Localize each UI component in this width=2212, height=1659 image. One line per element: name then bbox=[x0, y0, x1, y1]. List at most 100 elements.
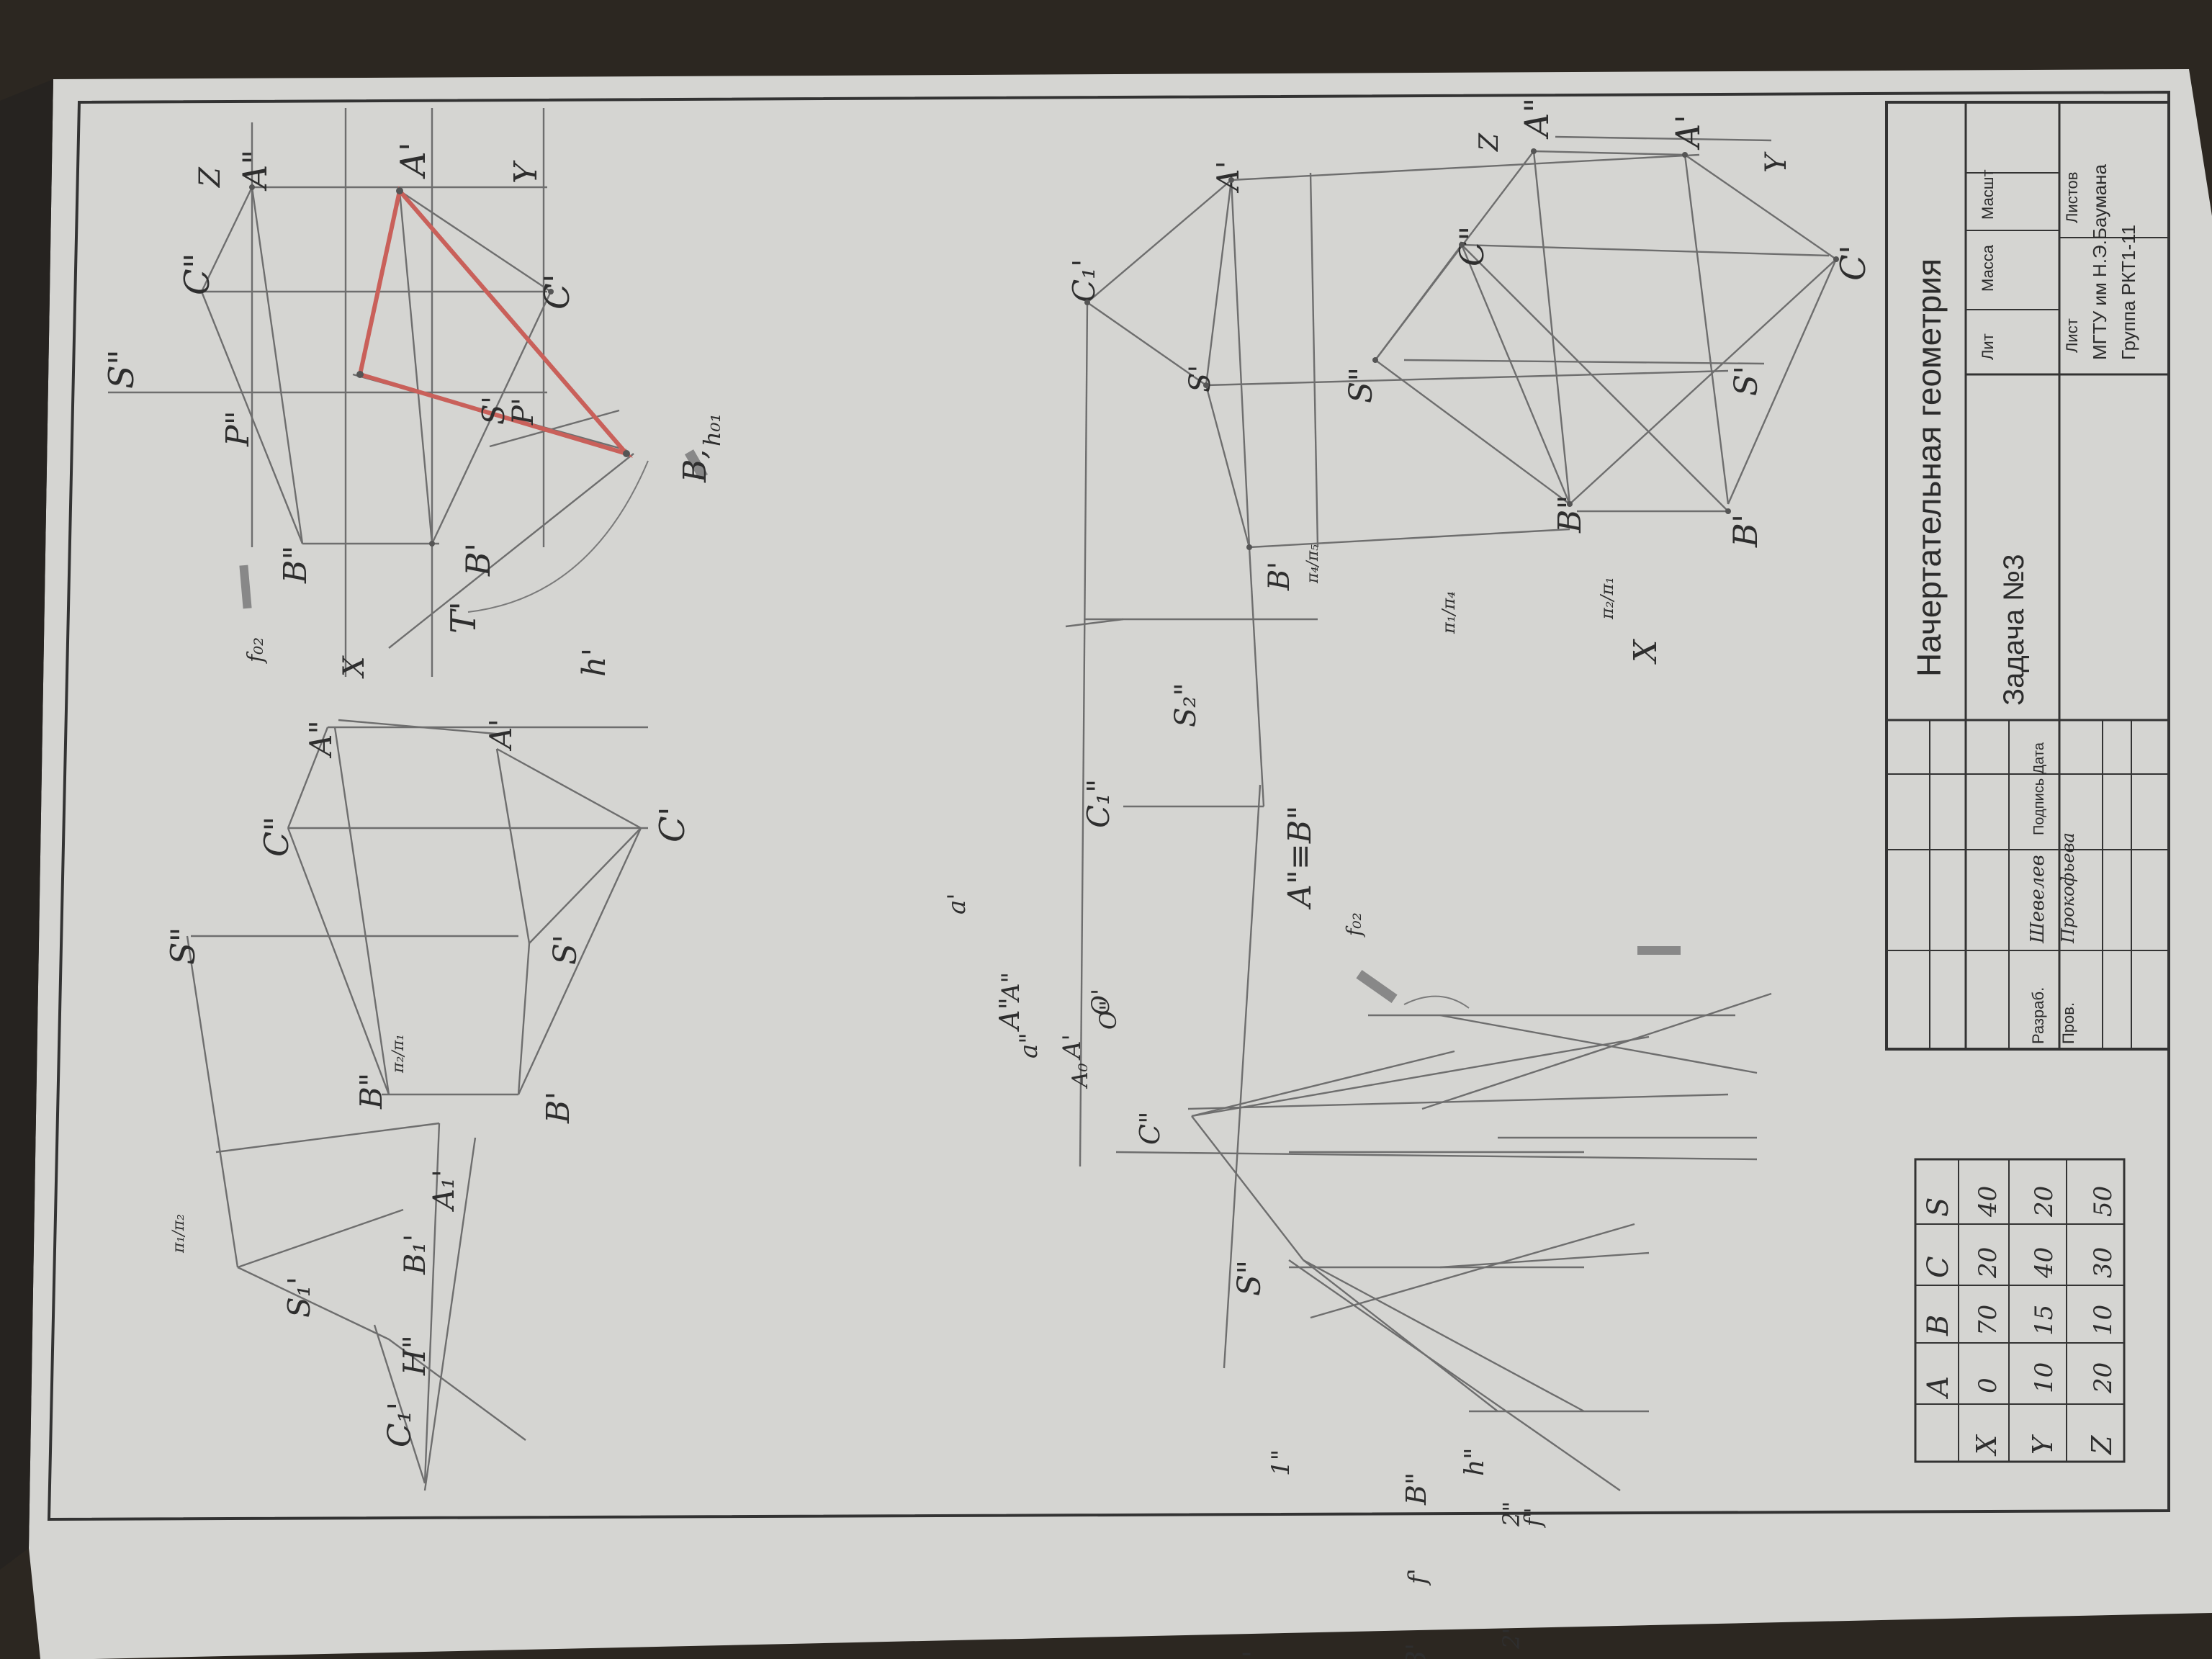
paper-shade bbox=[0, 79, 53, 1570]
label-Z-br: Z bbox=[1475, 132, 1504, 152]
cell-ZB: 10 bbox=[2089, 1305, 2118, 1336]
label-A-pp-br: A" bbox=[1517, 98, 1556, 140]
label-B-p-mid: B' bbox=[540, 1092, 577, 1124]
label-Z-top: Z bbox=[194, 166, 227, 189]
label-f-p: f' bbox=[1403, 1568, 1432, 1586]
label-a-pp: a" bbox=[1015, 1033, 1043, 1058]
label-C-p-mid: C' bbox=[652, 806, 693, 842]
label-T-p: T' bbox=[444, 601, 484, 634]
label-B1-p: B₁' bbox=[399, 1234, 432, 1275]
cell-ZC: 30 bbox=[2089, 1247, 2118, 1278]
label-one-pp: 1" bbox=[1267, 1449, 1295, 1476]
name-developer: Шевелев bbox=[2027, 855, 2049, 944]
cell-ZA: 20 bbox=[2089, 1362, 2118, 1394]
label-H-pp: H" bbox=[397, 1335, 432, 1376]
label-S-p-top: S' bbox=[476, 396, 511, 425]
label-S1-p: S₁' bbox=[282, 1277, 317, 1318]
label-S-pp-bl: S" bbox=[1231, 1260, 1268, 1296]
row-label-Y: Y bbox=[2027, 1434, 2059, 1455]
label-A1-p: A₁' bbox=[428, 1169, 461, 1213]
label-S-p-bl: S' bbox=[1238, 1650, 1271, 1659]
header-massa: Масса bbox=[1979, 244, 1997, 292]
row-label-Z: Z bbox=[2086, 1435, 2118, 1455]
label-S1-p-r4: S' bbox=[1184, 365, 1217, 392]
role-developer: Разраб. bbox=[2029, 987, 2047, 1044]
label-A1-bl: A" bbox=[997, 972, 1025, 1003]
label-AeqB: A"≡B" bbox=[1282, 806, 1318, 910]
label-C-pp-mid: C" bbox=[257, 817, 296, 857]
point-dots bbox=[249, 148, 1839, 550]
label-f02-br: f₀₂ bbox=[1342, 912, 1366, 938]
point-labels: S" C" A" Z P" B" A' Y C' S' P' B' T' h' … bbox=[102, 98, 1874, 1659]
label-A-p-mid: A' bbox=[483, 719, 518, 752]
cell-YB: 15 bbox=[2030, 1305, 2059, 1336]
marker-f03 bbox=[1637, 946, 1681, 955]
header-list: Лист bbox=[2063, 318, 2081, 353]
label-C1-pp: C₁" bbox=[1081, 779, 1116, 828]
label-A-p-r4: A' bbox=[1210, 161, 1246, 194]
row-label-X: X bbox=[1971, 1434, 2002, 1457]
signature-header: Подпись Дата bbox=[2031, 742, 2047, 835]
rotation-arc bbox=[467, 460, 649, 613]
header-lit: Лит bbox=[1979, 333, 1997, 360]
label-P-p-top: P' bbox=[507, 397, 540, 426]
label-B-pp-br: B" bbox=[1552, 495, 1588, 534]
label-S-pp-top: S" bbox=[102, 349, 142, 389]
label-f02-top: f₀₂ bbox=[243, 637, 269, 664]
label-S-pp-br: S" bbox=[1343, 367, 1380, 403]
label-C-pp-br: C" bbox=[1452, 226, 1491, 266]
header-listov: Листов bbox=[2063, 172, 2081, 223]
label-A-p-top: A' bbox=[393, 142, 433, 179]
col-header-B: B bbox=[1922, 1315, 1955, 1336]
label-P-pp-top: P" bbox=[220, 410, 256, 447]
label-A-pp-mid: A" bbox=[303, 720, 338, 759]
task-title: Задача №3 bbox=[1998, 554, 2030, 706]
label-A-o: A₀ bbox=[1068, 1063, 1093, 1089]
title-block: Начертательная геометрия Задача №3 Лит М… bbox=[1885, 101, 2170, 1051]
cell-YA: 10 bbox=[2030, 1362, 2059, 1393]
subject-title: Начертательная геометрия bbox=[1910, 258, 1948, 677]
label-pi21-br: π₂/π₁ bbox=[1597, 577, 1617, 620]
label-B-p-top: B' bbox=[459, 543, 498, 577]
label-C-pp-top: C" bbox=[177, 253, 217, 295]
cell-ZS: 50 bbox=[2089, 1186, 2118, 1217]
label-a-p: a' bbox=[943, 893, 971, 914]
cell-YC: 40 bbox=[2030, 1247, 2059, 1279]
label-A-p-bl: A' bbox=[1058, 1034, 1087, 1061]
cell-XA: 0 bbox=[1974, 1377, 2002, 1393]
label-pi45: π₄/π₅ bbox=[1304, 544, 1322, 584]
label-A-pp-top: A" bbox=[235, 150, 274, 192]
label-B1-p-r4: B' bbox=[1263, 562, 1296, 591]
label-X-top: X bbox=[338, 655, 371, 679]
label-A-p-br: A' bbox=[1668, 114, 1707, 150]
group: Группа РКТ1-11 bbox=[2118, 225, 2139, 360]
label-B-p-br: B' bbox=[1726, 514, 1765, 548]
marker-h01 bbox=[684, 449, 709, 480]
label-C-pp-bl: C" bbox=[1134, 1111, 1166, 1145]
role-checker: Пров. bbox=[2059, 1002, 2077, 1044]
label-B-p-bl: B' bbox=[1401, 1643, 1432, 1659]
cell-XC: 20 bbox=[1974, 1247, 2002, 1279]
label-A-pp-bl: A" bbox=[994, 997, 1025, 1032]
true-size-triangle bbox=[357, 186, 633, 458]
organization: МГТУ им Н.Э.Баумана bbox=[2089, 163, 2110, 360]
label-C1-p-r4: C₁' bbox=[1066, 258, 1102, 302]
label-two-p: 2' bbox=[1498, 1628, 1525, 1650]
label-C-p-top: C' bbox=[537, 274, 577, 310]
label-pi12-mid: π₂/π₁ bbox=[390, 1034, 408, 1074]
label-Y-br: Y bbox=[1760, 151, 1793, 173]
col-header-S: S bbox=[1922, 1197, 1955, 1217]
cell-YS: 20 bbox=[2030, 1186, 2059, 1218]
drawing-frame bbox=[47, 90, 2170, 1521]
label-C-p-br: C' bbox=[1833, 245, 1874, 281]
label-pi14: π₁/π₄ bbox=[1439, 591, 1459, 634]
label-S-p-br: S' bbox=[1728, 366, 1765, 396]
label-h01: h₀₁ bbox=[698, 413, 726, 446]
rotation-arc-small bbox=[1403, 995, 1470, 1009]
label-C1-p: C₁' bbox=[382, 1402, 418, 1447]
col-header-C: C bbox=[1922, 1256, 1955, 1278]
cell-XB: 70 bbox=[1974, 1305, 2002, 1336]
label-B-pp-bl: B" bbox=[1401, 1473, 1432, 1506]
label-h-p-top: h' bbox=[576, 648, 613, 677]
